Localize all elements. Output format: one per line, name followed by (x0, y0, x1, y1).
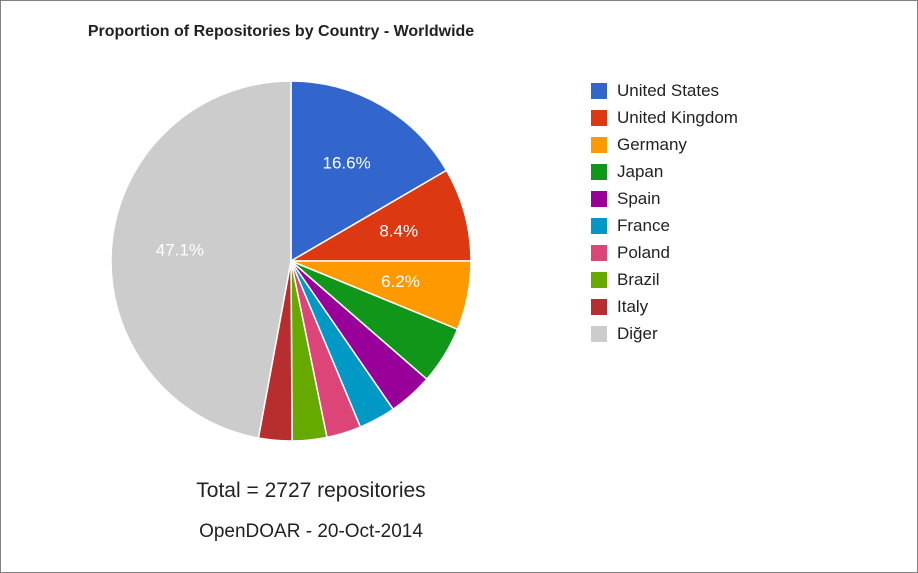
chart-container: Proportion of Repositories by Country - … (0, 0, 918, 573)
legend-item: France (591, 216, 738, 236)
legend-label: Diğer (617, 324, 658, 344)
legend-swatch (591, 299, 607, 315)
slice-percent-label: 16.6% (322, 154, 370, 173)
legend-label: Spain (617, 189, 660, 209)
legend-label: Poland (617, 243, 670, 263)
legend-swatch (591, 272, 607, 288)
legend-item: Germany (591, 135, 738, 155)
legend-swatch (591, 191, 607, 207)
legend-item: United Kingdom (591, 108, 738, 128)
legend-item: Japan (591, 162, 738, 182)
legend-label: Germany (617, 135, 687, 155)
pie-slice (111, 81, 291, 438)
slice-percent-label: 6.2% (381, 272, 420, 291)
pie-chart: 16.6% 8.4% 6.2% 47.1% (101, 71, 481, 451)
legend-item: Diğer (591, 324, 738, 344)
legend-item: Italy (591, 297, 738, 317)
legend-swatch (591, 245, 607, 261)
legend-swatch (591, 326, 607, 342)
legend-label: Japan (617, 162, 663, 182)
legend-item: Brazil (591, 270, 738, 290)
slice-percent-label: 47.1% (156, 240, 204, 259)
legend-label: Italy (617, 297, 648, 317)
legend-label: France (617, 216, 670, 236)
legend-swatch (591, 218, 607, 234)
legend-swatch (591, 83, 607, 99)
legend-label: United Kingdom (617, 108, 738, 128)
legend-swatch (591, 110, 607, 126)
legend-item: United States (591, 81, 738, 101)
legend-swatch (591, 164, 607, 180)
legend: United States United Kingdom Germany Japan S… (591, 81, 738, 351)
slice-percent-label: 8.4% (379, 221, 418, 240)
legend-label: Brazil (617, 270, 660, 290)
chart-title: Proportion of Repositories by Country - … (1, 23, 561, 41)
footer-source: OpenDOAR - 20-Oct-2014 (1, 521, 621, 543)
legend-swatch (591, 137, 607, 153)
footer-total: Total = 2727 repositories (1, 479, 621, 503)
legend-label: United States (617, 81, 719, 101)
legend-item: Poland (591, 243, 738, 263)
legend-item: Spain (591, 189, 738, 209)
